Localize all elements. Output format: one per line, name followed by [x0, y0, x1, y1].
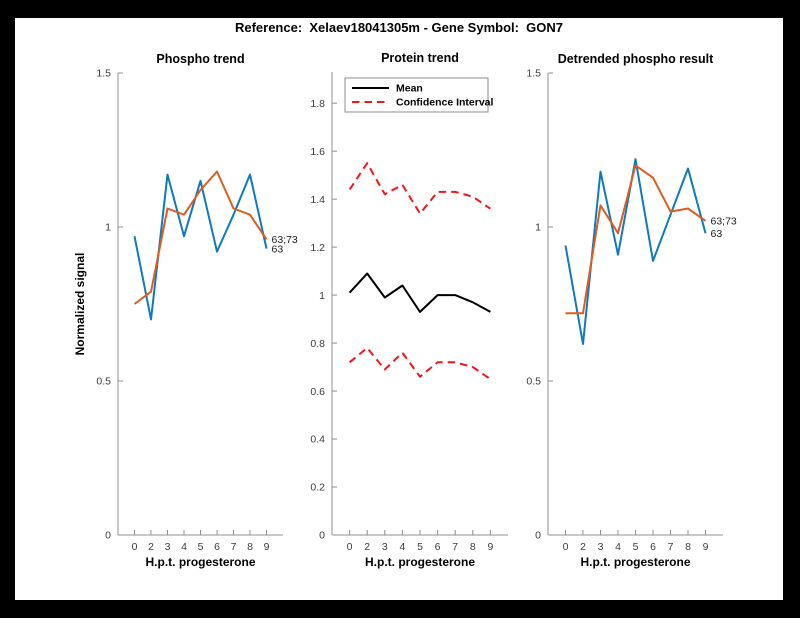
y-tick-label: 0.5	[96, 376, 111, 388]
series-line-1	[133, 170, 268, 305]
x-tick-label: 7	[668, 541, 674, 553]
x-tick-label: 8	[470, 541, 476, 553]
series-end-label: 63;73	[711, 216, 737, 228]
x-tick-label: 2	[148, 541, 154, 553]
x-tick-label: 4	[399, 541, 405, 553]
y-tick-label: 1	[535, 222, 541, 234]
y-tick-label: 0	[105, 530, 111, 542]
series-end-label: 63;73	[272, 234, 298, 246]
series-line-1	[565, 164, 707, 315]
x-tick-label: 6	[650, 541, 656, 553]
x-tick-label: 5	[198, 541, 204, 553]
x-tick-label: 0	[347, 541, 353, 553]
series-line-0	[133, 173, 268, 321]
x-tick-label: 0	[563, 541, 569, 553]
y-tick-label: 0.8	[310, 338, 325, 350]
y-tick-label: 1.2	[310, 242, 325, 254]
subplot-title: Phospho trend	[156, 52, 244, 66]
series-line-0	[564, 158, 707, 345]
x-tick-label: 5	[417, 541, 423, 553]
subplot-title: Protein trend	[381, 51, 459, 65]
x-tick-label: 2	[580, 541, 586, 553]
x-tick-label: 2	[364, 541, 370, 553]
y-tick-label: 0	[535, 530, 541, 542]
matlab-figure	[15, 18, 783, 600]
x-tick-label: 8	[247, 541, 253, 553]
x-axis-label: H.p.t. progesterone	[365, 555, 475, 569]
y-tick-label: 1.8	[310, 98, 325, 110]
y-tick-label: 0.6	[310, 386, 325, 398]
y-tick-label: 0.5	[526, 376, 541, 388]
x-tick-label: 7	[231, 541, 237, 553]
x-tick-label: 6	[214, 541, 220, 553]
x-tick-label: 6	[435, 541, 441, 553]
x-tick-label: 9	[487, 541, 493, 553]
x-tick-label: 4	[615, 541, 621, 553]
y-tick-label: 1.4	[310, 194, 325, 206]
x-tick-label: 3	[165, 541, 171, 553]
legend-entry-label: Mean	[396, 83, 423, 95]
x-tick-label: 5	[633, 541, 639, 553]
x-axis-label: H.p.t. progesterone	[580, 555, 690, 569]
y-tick-label: 1.5	[526, 68, 541, 80]
y-tick-label: 1	[105, 222, 111, 234]
x-tick-label: 0	[132, 541, 138, 553]
x-tick-label: 9	[703, 541, 709, 553]
subplot-protein-trend: 00.20.40.60.811.21.41.61.80 2 3 4 5 6 7 8 9Prote…	[310, 51, 508, 569]
y-tick-label: 1.6	[310, 146, 325, 158]
x-tick-label: 7	[452, 541, 458, 553]
y-tick-label: 1	[319, 290, 325, 302]
x-tick-label: 4	[181, 541, 187, 553]
y-tick-label: 1.5	[96, 68, 111, 80]
legend-entry-label: Confidence Interval	[396, 97, 494, 109]
legend-box	[344, 77, 489, 113]
subplot-title: Detrended phospho result	[558, 52, 714, 66]
series-end-label: 63	[711, 228, 723, 240]
x-axis-label: H.p.t. progesterone	[145, 555, 255, 569]
x-tick-label: 9	[264, 541, 270, 553]
x-tick-label: 3	[598, 541, 604, 553]
series-line-0	[348, 272, 491, 313]
series-line-2	[348, 346, 491, 380]
y-tick-label: 0	[319, 530, 325, 542]
legend: Mean Confidence Interval	[344, 77, 494, 113]
y-axis-label: Normalized signal	[73, 253, 87, 356]
y-tick-label: 0.4	[310, 434, 325, 446]
series-line-1	[348, 162, 491, 215]
x-tick-label: 8	[685, 541, 691, 553]
x-tick-label: 3	[382, 541, 388, 553]
series-end-label: 63	[272, 243, 284, 255]
figure-title: Reference: Xelaev18041305m - Gene Symbol…	[234, 20, 564, 35]
y-tick-label: 0.2	[310, 482, 325, 494]
